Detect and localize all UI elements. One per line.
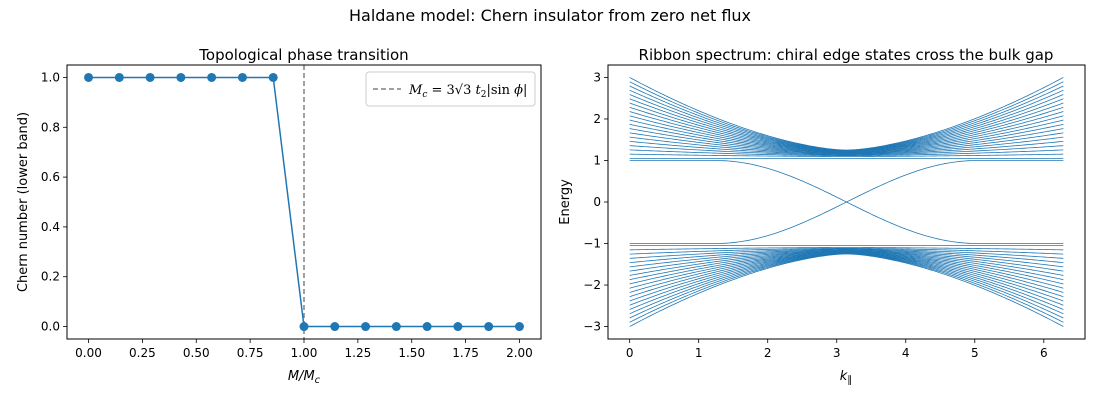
left-xtick-label-3: 0.75 <box>237 346 264 360</box>
upper-bulk-band-3 <box>629 145 1064 156</box>
left-xtick-label-5: 1.25 <box>345 346 372 360</box>
right-ytick-label-4: 1 <box>593 153 601 167</box>
left-xtick-label-1: 0.25 <box>129 346 156 360</box>
chern-point-12 <box>453 322 463 332</box>
upper-bulk-band-2 <box>629 149 1064 157</box>
chern-point-11 <box>422 322 432 332</box>
chern-point-2 <box>145 72 155 82</box>
chern-point-10 <box>391 322 401 332</box>
right-ytick-label-3: 0 <box>593 195 601 209</box>
left-legend: Mc = 3√3 t2|sin ϕ| <box>365 71 536 107</box>
chern-point-0 <box>84 72 94 82</box>
right-ytick-label-5: 2 <box>593 112 601 126</box>
chern-point-13 <box>484 322 494 332</box>
right-y-ticks: −3 −2 −1 0 1 2 3 <box>583 70 608 334</box>
lower-bulk-band-3 <box>629 248 1064 259</box>
right-x-axis-label-sub: ∥ <box>847 375 852 386</box>
chern-point-8 <box>330 322 340 332</box>
left-x-ticks: 0.00 0.25 0.50 0.75 1.00 1.25 1.50 1.75 2.00 <box>75 339 533 360</box>
chern-point-4 <box>207 72 217 82</box>
left-x-axis-label: M/Mc <box>288 369 321 386</box>
left-xtick-label-2: 0.50 <box>183 346 210 360</box>
left-xtick-label-7: 1.75 <box>452 346 479 360</box>
left-xtick-label-4: 1.00 <box>291 346 318 360</box>
lower-bulk-band-1 <box>629 247 1064 251</box>
right-x-axis-label: k∥ <box>840 369 853 386</box>
legend-box <box>365 71 536 107</box>
right-y-axis-label: Energy <box>558 179 573 225</box>
right-ytick-label-1: −2 <box>583 278 601 292</box>
chern-point-1 <box>114 72 124 82</box>
left-xtick-label-8: 2.00 <box>506 346 533 360</box>
legend-abs-close: | <box>523 83 527 98</box>
legend-t: t <box>475 83 481 98</box>
right-xtick-label-2: 2 <box>764 346 772 360</box>
left-x-axis-label-sub: c <box>315 375 321 386</box>
upper-bulk-band-4 <box>629 140 1064 156</box>
right-xtick-label-1: 1 <box>695 346 703 360</box>
right-ytick-label-0: −3 <box>583 320 601 334</box>
legend-m: M <box>408 83 423 98</box>
legend-abs-open: |sin <box>486 83 514 98</box>
chern-point-14 <box>514 322 524 332</box>
right-panel-title: Ribbon spectrum: chiral edge states cros… <box>639 46 1054 64</box>
chern-point-3 <box>176 72 186 82</box>
left-panel-title: Topological phase transition <box>198 46 408 64</box>
left-ytick-label-4: 0.8 <box>41 120 60 134</box>
right-xtick-label-5: 5 <box>971 346 979 360</box>
chern-point-7 <box>299 322 309 332</box>
right-xtick-label-3: 3 <box>833 346 841 360</box>
left-ytick-label-3: 0.6 <box>41 170 60 184</box>
right-x-ticks: 0 1 2 3 4 5 6 <box>626 339 1048 360</box>
left-x-axis-label-main: M/M <box>288 369 315 384</box>
left-y-axis-label: Chern number (lower band) <box>16 112 31 292</box>
lower-bulk-band-5 <box>629 249 1064 268</box>
right-xtick-label-4: 4 <box>902 346 910 360</box>
legend-eq: = 3√3 <box>427 83 475 98</box>
right-ytick-label-2: −1 <box>583 237 601 251</box>
left-xtick-label-0: 0.00 <box>75 346 102 360</box>
right-ytick-label-6: 3 <box>593 70 601 84</box>
upper-bulk-band-5 <box>629 136 1064 155</box>
chern-point-6 <box>268 72 278 82</box>
left-y-ticks: 0.0 0.2 0.4 0.6 0.8 1.0 <box>41 70 67 334</box>
chern-number-panel: Topological phase transition 0.00 0.25 0.5… <box>16 46 542 386</box>
edge-state-1 <box>629 160 1064 244</box>
left-xtick-label-6: 1.50 <box>398 346 425 360</box>
legend-2-sub: 2 <box>481 90 487 100</box>
lower-bulk-band-4 <box>629 248 1064 264</box>
left-ytick-label-2: 0.4 <box>41 220 60 234</box>
legend-phi: ϕ <box>514 83 523 98</box>
left-ytick-label-0: 0.0 <box>41 320 60 334</box>
lower-bulk-band-19 <box>629 253 1064 327</box>
left-plot-area <box>84 65 524 339</box>
legend-entry-label: Mc = 3√3 t2|sin ϕ| <box>408 83 527 100</box>
right-xtick-label-0: 0 <box>626 346 634 360</box>
lower-bulk-band-2 <box>629 247 1064 255</box>
chern-point-9 <box>361 322 371 332</box>
figure-suptitle: Haldane model: Chern insulator from zero… <box>349 6 751 25</box>
left-ytick-label-1: 0.2 <box>41 270 60 284</box>
upper-bulk-band-19 <box>629 77 1064 151</box>
right-x-axis-label-main: k <box>840 369 848 384</box>
left-ytick-label-5: 1.0 <box>41 70 60 84</box>
legend-c-sub: c <box>422 90 427 100</box>
chern-point-5 <box>237 72 247 82</box>
right-plot-area <box>629 77 1064 327</box>
ribbon-spectrum-panel: Ribbon spectrum: chiral edge states cros… <box>558 46 1086 386</box>
upper-bulk-band-1 <box>629 153 1064 157</box>
right-xtick-label-6: 6 <box>1040 346 1048 360</box>
